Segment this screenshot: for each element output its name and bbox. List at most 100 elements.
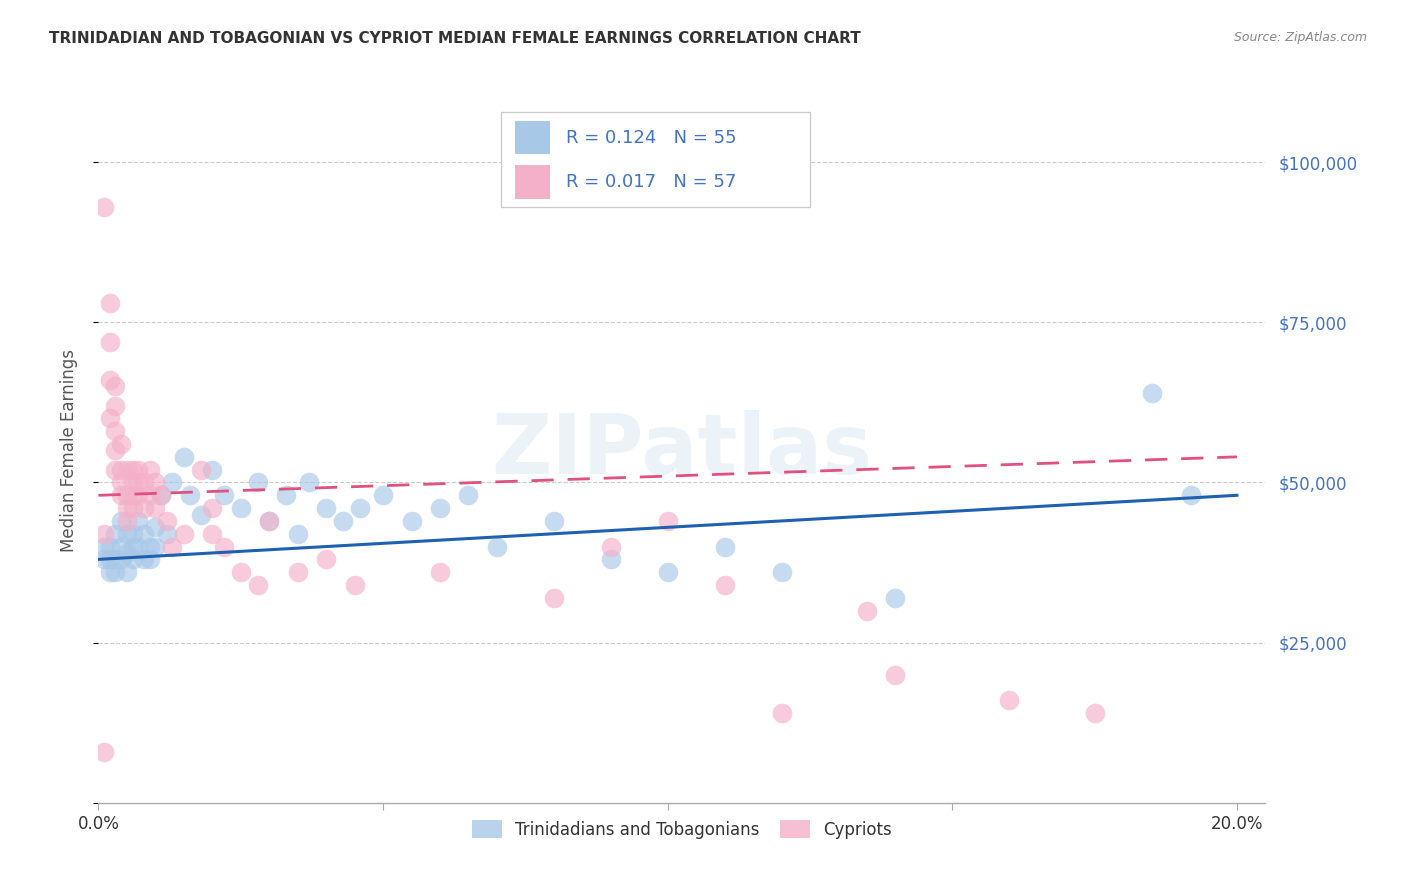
Point [127, 540, 149, 554]
Point [179, 488, 201, 502]
Point [287, 526, 309, 541]
Point [138, 463, 160, 477]
Point [110, 540, 132, 554]
Point [121, 540, 143, 554]
Point [599, 540, 621, 554]
Point [115, 565, 138, 579]
Point [98, 373, 121, 387]
Point [98, 540, 121, 554]
Point [121, 475, 143, 490]
Point [127, 475, 149, 490]
Point [98, 411, 121, 425]
Point [246, 578, 269, 592]
Point [110, 514, 132, 528]
Point [485, 540, 508, 554]
FancyBboxPatch shape [501, 112, 810, 207]
Point [315, 501, 337, 516]
Point [132, 526, 155, 541]
Point [156, 514, 179, 528]
Point [93, 526, 115, 541]
Point [343, 578, 366, 592]
Point [713, 578, 735, 592]
Point [115, 501, 138, 516]
Point [121, 463, 143, 477]
Y-axis label: Median Female Earnings: Median Female Earnings [59, 349, 77, 552]
Point [93, 745, 115, 759]
Point [657, 514, 679, 528]
Point [110, 475, 132, 490]
Point [190, 463, 212, 477]
Point [127, 488, 149, 502]
Point [401, 514, 423, 528]
Point [98, 296, 121, 310]
Point [287, 565, 309, 579]
Point [429, 501, 451, 516]
Point [138, 540, 160, 554]
Point [104, 399, 127, 413]
Point [150, 488, 173, 502]
Point [143, 520, 166, 534]
Point [132, 552, 155, 566]
Point [138, 552, 160, 566]
Point [162, 540, 184, 554]
Point [349, 501, 371, 516]
Point [190, 508, 212, 522]
Point [998, 693, 1021, 707]
Point [143, 501, 166, 516]
Point [143, 540, 166, 554]
Point [201, 463, 224, 477]
Text: TRINIDADIAN AND TOBAGONIAN VS CYPRIOT MEDIAN FEMALE EARNINGS CORRELATION CHART: TRINIDADIAN AND TOBAGONIAN VS CYPRIOT ME… [49, 31, 860, 46]
Point [657, 565, 679, 579]
Point [110, 552, 132, 566]
Point [201, 526, 224, 541]
Point [132, 501, 155, 516]
Point [132, 475, 155, 490]
Point [212, 540, 235, 554]
Point [115, 526, 138, 541]
Point [127, 514, 149, 528]
Point [201, 501, 224, 516]
Point [298, 475, 321, 490]
Point [98, 552, 121, 566]
Point [246, 475, 269, 490]
Bar [515, 120, 550, 154]
Point [121, 526, 143, 541]
Point [143, 475, 166, 490]
Point [429, 565, 451, 579]
Point [104, 443, 127, 458]
Point [229, 501, 252, 516]
Point [770, 706, 793, 720]
Point [543, 591, 565, 605]
Point [257, 514, 280, 528]
Point [543, 514, 565, 528]
Point [104, 552, 127, 566]
Point [257, 514, 280, 528]
Point [104, 565, 127, 579]
Point [127, 463, 149, 477]
Point [110, 437, 132, 451]
Point [110, 488, 132, 502]
Point [93, 540, 115, 554]
Point [115, 488, 138, 502]
Point [173, 526, 195, 541]
Point [212, 488, 235, 502]
Point [104, 526, 127, 541]
Point [104, 463, 127, 477]
Point [276, 488, 298, 502]
Bar [515, 165, 550, 199]
Point [121, 488, 143, 502]
Legend: Trinidadians and Tobagonians, Cypriots: Trinidadians and Tobagonians, Cypriots [464, 812, 900, 847]
Text: R = 0.124   N = 55: R = 0.124 N = 55 [567, 128, 737, 146]
Point [115, 514, 138, 528]
Point [98, 565, 121, 579]
Point [173, 450, 195, 464]
Point [332, 514, 354, 528]
Point [457, 488, 479, 502]
Point [93, 200, 115, 214]
Point [121, 501, 143, 516]
Point [104, 379, 127, 393]
Point [162, 475, 184, 490]
Point [884, 591, 907, 605]
Point [770, 565, 793, 579]
Text: Source: ZipAtlas.com: Source: ZipAtlas.com [1233, 31, 1367, 45]
